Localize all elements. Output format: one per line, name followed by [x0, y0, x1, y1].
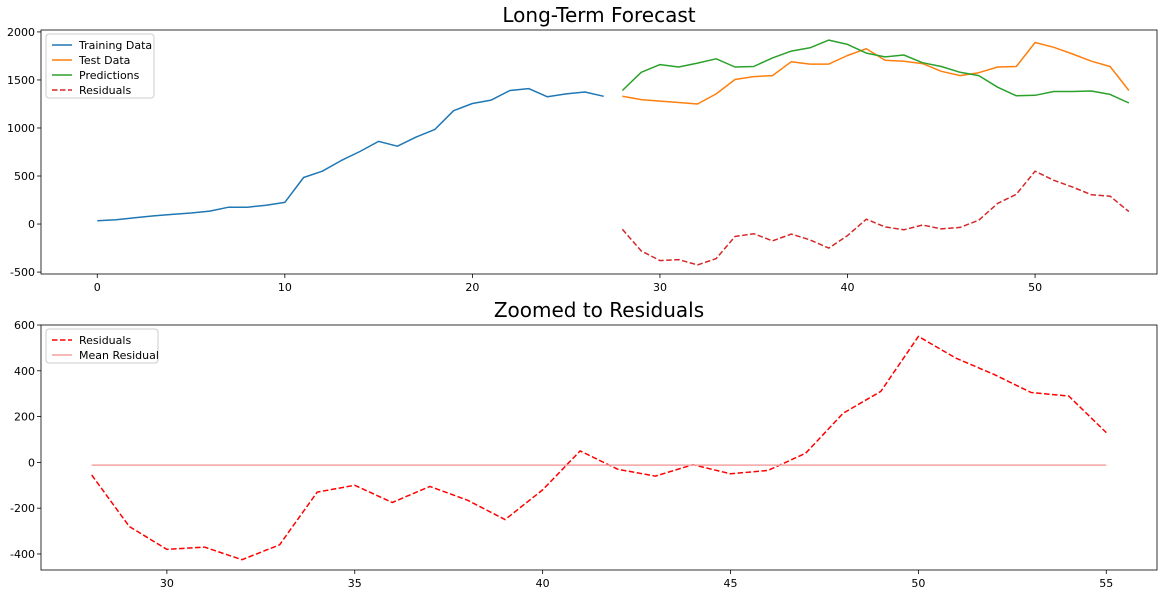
- top-legend-label-residuals: Residuals: [79, 84, 131, 97]
- bottom-legend-box: [45, 328, 159, 364]
- bottom-x-tick-label: 55: [1099, 577, 1113, 590]
- bottom-x-tick-label: 30: [160, 577, 174, 590]
- top-chart-title: Long-Term Forecast: [502, 3, 695, 27]
- bottom-legend-label-mean-residual: Mean Residual: [79, 349, 159, 362]
- top-x-tick-label: 20: [465, 281, 479, 294]
- top-y-tick-label: 1500: [7, 74, 35, 87]
- top-legend-label-training-data: Training Data: [78, 39, 152, 52]
- top-series-test-data-line: [622, 41, 1130, 105]
- top-y-tick-label: 2000: [7, 26, 35, 39]
- top-series-residuals-line: [621, 170, 1130, 266]
- top-legend-label-predictions: Predictions: [79, 69, 140, 82]
- bottom-y-tick-label: 200: [14, 411, 35, 424]
- top-x-tick-label: 30: [653, 281, 667, 294]
- bottom-y-tick-label: 400: [14, 365, 35, 378]
- top-series-predictions-line: [621, 39, 1130, 104]
- bottom-x-tick-label: 45: [724, 577, 738, 590]
- bottom-y-tick-label: 600: [14, 319, 35, 332]
- long-term-forecast-panel: Long-Term Forecast 0 10 20 30 40 50 -500 0 500 100…: [7, 3, 1158, 294]
- bottom-y-tick-label: -400: [10, 548, 35, 561]
- zoomed-residuals-panel: Zoomed to Residuals 30 35 40 45 50 55 -400 -200 0…: [10, 298, 1158, 590]
- bottom-chart-title: Zoomed to Residuals: [494, 298, 704, 322]
- bottom-axes-frame: [40, 324, 1158, 571]
- bottom-series-residuals-line: [91, 335, 1107, 561]
- top-y-tick-label: 0: [28, 218, 35, 231]
- bottom-x-tick-label: 50: [911, 577, 925, 590]
- top-legend-label-test-data: Test Data: [78, 54, 130, 67]
- top-x-tick-label: 0: [94, 281, 101, 294]
- top-y-tick-label: 500: [14, 170, 35, 183]
- top-y-tick-label: 1000: [7, 122, 35, 135]
- bottom-x-tick-label: 35: [348, 577, 362, 590]
- top-axes-frame: [40, 29, 1158, 275]
- top-x-tick-label: 40: [841, 281, 855, 294]
- bottom-legend-label-residuals: Residuals: [79, 334, 131, 347]
- top-legend-box: [45, 33, 155, 99]
- top-series-training-data-line: [97, 87, 604, 222]
- top-x-tick-label: 10: [278, 281, 292, 294]
- bottom-y-tick-label: 0: [28, 456, 35, 469]
- bottom-x-tick-label: 40: [536, 577, 550, 590]
- bottom-y-tick-label: -200: [10, 502, 35, 515]
- top-y-tick-label: -500: [10, 266, 35, 279]
- top-x-tick-label: 50: [1028, 281, 1042, 294]
